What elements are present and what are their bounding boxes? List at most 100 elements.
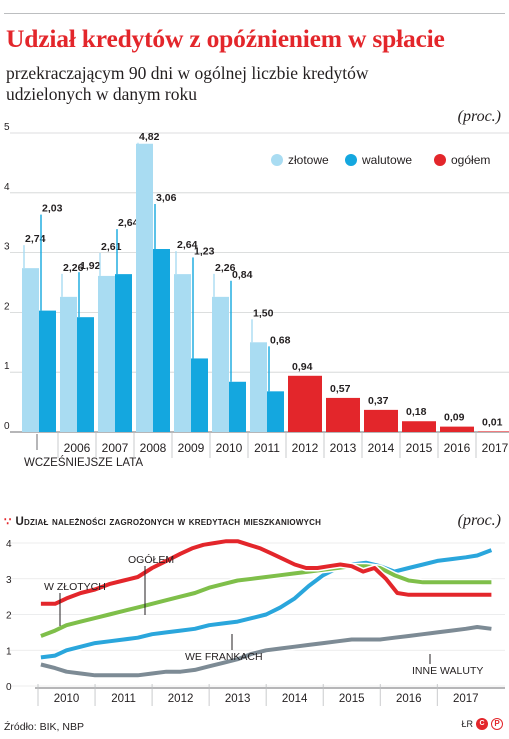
bar-walutowe bbox=[153, 249, 170, 432]
page-title: Udział kredytów z opóźnieniem w spłacie bbox=[6, 24, 445, 53]
x-tick-label: 2008 bbox=[140, 441, 167, 455]
data-label-walutowe: 0,84 bbox=[232, 269, 253, 281]
logo-p-icon: P bbox=[491, 718, 503, 730]
y-tick-label: 4 bbox=[4, 182, 10, 193]
data-label-ogolem: 0,18 bbox=[406, 406, 427, 418]
x-tick-label: 2010 bbox=[216, 441, 243, 455]
x-tick-label: 2016 bbox=[396, 693, 422, 705]
x-tick-label: 2013 bbox=[225, 693, 251, 705]
series-label: OGÓŁEM bbox=[128, 553, 174, 566]
bar-zlotowe bbox=[136, 143, 153, 433]
x-tick-label: 2017 bbox=[453, 693, 479, 705]
series-label: WE FRANKACH bbox=[185, 651, 263, 663]
dots-icon: ∵ bbox=[4, 516, 12, 528]
data-label-zlotowe: 4,82 bbox=[139, 131, 160, 143]
bar-walutowe bbox=[77, 317, 94, 432]
data-label-ogolem: 0,94 bbox=[292, 361, 313, 373]
bar-ogolem bbox=[440, 426, 474, 432]
y-tick-label: 4 bbox=[6, 539, 12, 550]
series-label: INNE WALUTY bbox=[412, 665, 483, 677]
y-tick-label: 5 bbox=[4, 122, 10, 133]
bar-walutowe bbox=[39, 310, 56, 432]
logo-c-icon: C bbox=[476, 718, 488, 730]
x-tick-label: 2013 bbox=[330, 441, 357, 455]
x-tick-label: 2014 bbox=[282, 693, 308, 705]
bar-ogolem bbox=[402, 421, 436, 432]
series-halo bbox=[39, 562, 492, 640]
bar-ogolem bbox=[478, 431, 509, 432]
series-line-3 bbox=[40, 625, 492, 678]
x-tick-label: 2006 bbox=[64, 441, 91, 455]
x-tick-label: 2009 bbox=[178, 441, 205, 455]
data-label-zlotowe: 2,26 bbox=[63, 262, 84, 274]
series-halo bbox=[40, 537, 492, 608]
x-tick-label: 2014 bbox=[368, 441, 395, 455]
data-label-ogolem: 0,01 bbox=[482, 416, 503, 428]
x-tick-label: 2012 bbox=[292, 441, 319, 455]
bar-zlotowe bbox=[174, 274, 191, 432]
data-label-walutowe: 1,92 bbox=[80, 260, 101, 272]
series-halo bbox=[40, 546, 493, 661]
data-label-ogolem: 0,57 bbox=[330, 383, 351, 395]
data-label-walutowe: 2,03 bbox=[42, 203, 63, 215]
line-chart-title: ∵ Udział należności zagrożonych w kredyta… bbox=[4, 514, 321, 528]
source-note: Źródło: BIK, NBP bbox=[4, 721, 84, 733]
page-subtitle: przekraczającym 90 dni w ogólnej liczbie… bbox=[6, 63, 369, 104]
x-tick-label: 2012 bbox=[168, 693, 194, 705]
series-line-1 bbox=[40, 564, 492, 638]
bar-ogolem bbox=[288, 375, 322, 432]
data-label-zlotowe: 1,50 bbox=[253, 307, 274, 319]
x-tick-label: 2010 bbox=[54, 693, 80, 705]
data-label-zlotowe: 2,64 bbox=[177, 239, 198, 251]
data-label-ogolem: 0,09 bbox=[444, 412, 465, 424]
x-tick-label: 2017 bbox=[482, 441, 509, 455]
x-tick-label: 2015 bbox=[406, 441, 433, 455]
legend-label: ogółem bbox=[451, 153, 490, 167]
bar-walutowe bbox=[229, 381, 246, 432]
series-label: W ZŁOTYCH bbox=[44, 581, 106, 593]
bar-zlotowe bbox=[98, 275, 115, 432]
x-tick-label: 2015 bbox=[339, 693, 365, 705]
unit-label-top: (proc.) bbox=[457, 108, 501, 125]
y-tick-label: 1 bbox=[4, 361, 10, 372]
legend-label: walutowe bbox=[361, 153, 412, 167]
data-label-zlotowe: 2,74 bbox=[25, 233, 46, 245]
y-tick-label: 2 bbox=[4, 301, 10, 312]
series-line-2 bbox=[40, 548, 493, 660]
bar-zlotowe bbox=[60, 296, 77, 432]
y-tick-label: 0 bbox=[6, 682, 12, 693]
bar-walutowe bbox=[267, 391, 284, 432]
data-label-zlotowe: 2,61 bbox=[101, 241, 122, 253]
y-tick-label: 1 bbox=[6, 646, 12, 657]
bar-walutowe bbox=[191, 358, 208, 432]
x-tick-label: 2016 bbox=[444, 441, 471, 455]
x-tick-label: 2011 bbox=[111, 693, 136, 705]
y-tick-label: 2 bbox=[6, 611, 12, 622]
bar-ogolem bbox=[364, 409, 398, 432]
data-label-walutowe: 2,64 bbox=[118, 217, 139, 229]
x-tick-label: WCZEŚNIEJSZE LATA bbox=[24, 456, 143, 469]
bar-zlotowe bbox=[212, 296, 229, 432]
y-tick-label: 0 bbox=[4, 421, 10, 432]
data-label-walutowe: 3,06 bbox=[156, 192, 177, 204]
author-credit: ŁR bbox=[461, 719, 473, 729]
x-tick-label: 2007 bbox=[102, 441, 129, 455]
legend-label: złotowe bbox=[288, 153, 329, 167]
bar-zlotowe bbox=[250, 342, 267, 432]
data-label-walutowe: 1,23 bbox=[194, 245, 215, 257]
data-label-walutowe: 0,68 bbox=[270, 334, 291, 346]
x-tick-label: 2011 bbox=[254, 441, 280, 455]
bar-walutowe bbox=[115, 274, 132, 432]
legend-marker bbox=[434, 154, 446, 166]
y-tick-label: 3 bbox=[4, 242, 10, 253]
top-rule bbox=[4, 13, 505, 14]
series-halo bbox=[40, 623, 492, 679]
data-label-ogolem: 0,37 bbox=[368, 395, 389, 407]
data-label-zlotowe: 2,26 bbox=[215, 262, 236, 274]
line-chart-title-text: Udział należności zagrożonych w kredytac… bbox=[15, 516, 322, 528]
unit-label-bottom: (proc.) bbox=[457, 512, 501, 529]
legend-marker bbox=[271, 154, 283, 166]
legend-marker bbox=[345, 154, 357, 166]
